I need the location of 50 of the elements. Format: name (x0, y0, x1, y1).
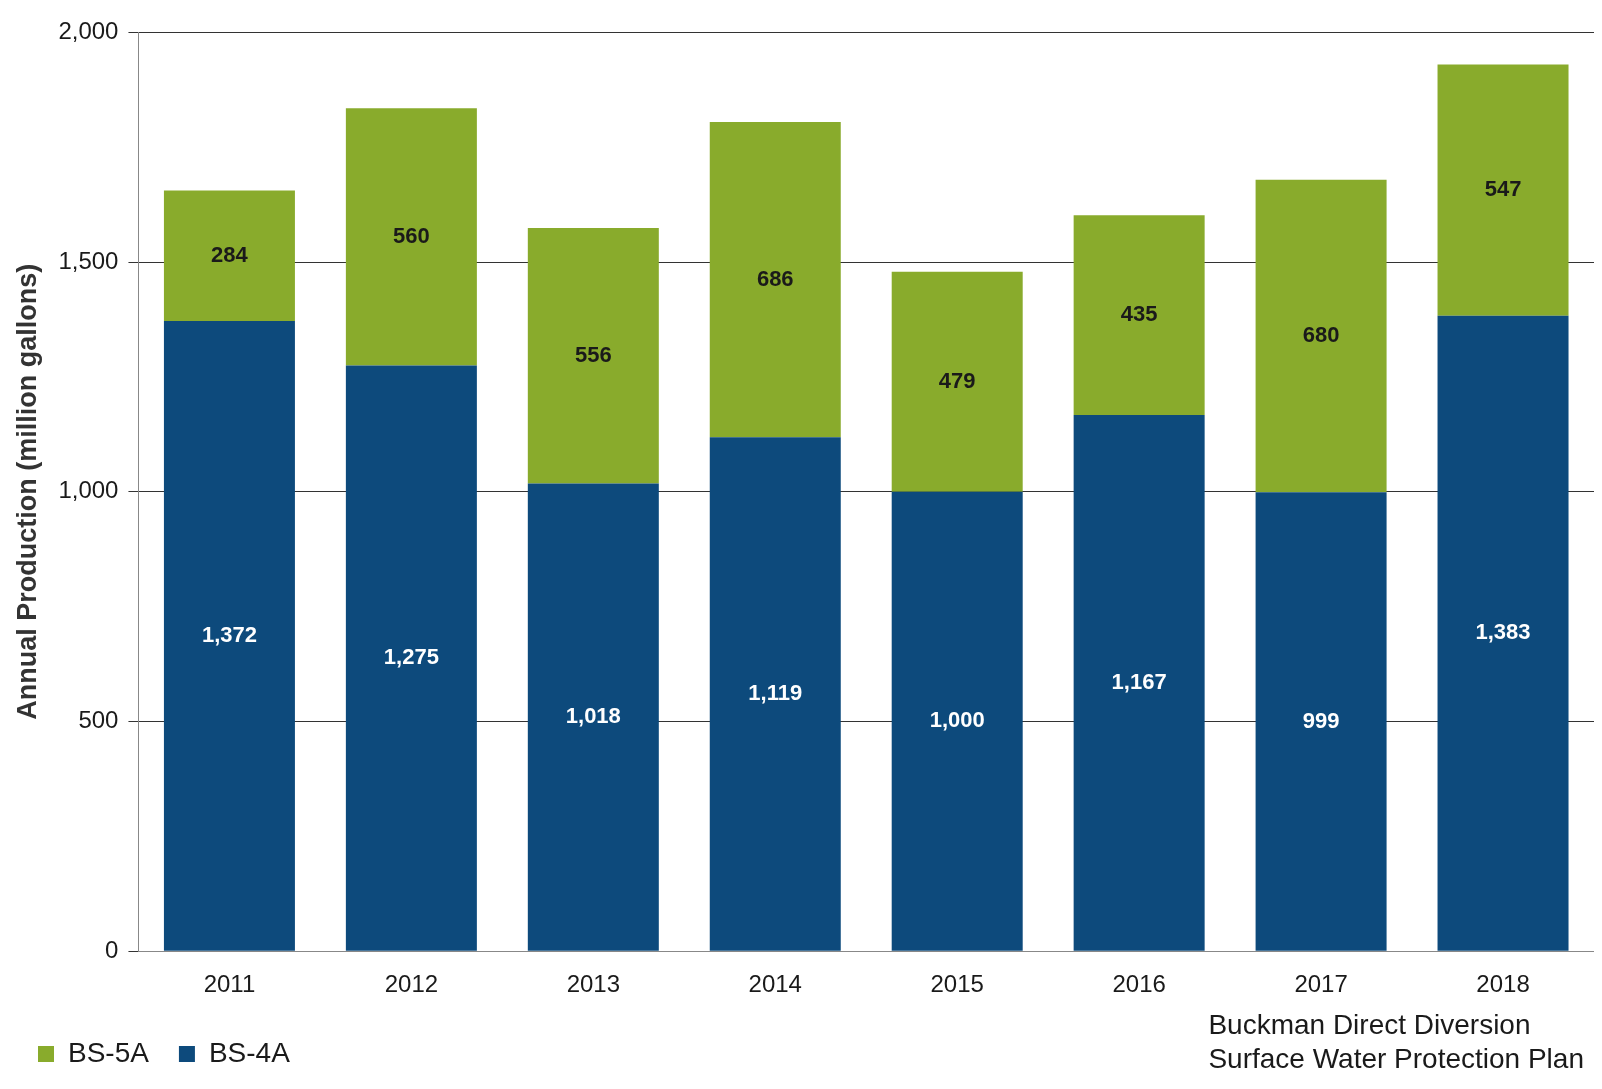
text: Buckman Direct Diversion (1208, 1008, 1532, 1042)
bar (1255, 179, 1387, 493)
y-tick-label: 1,000 (58, 476, 119, 504)
x-tick-label: 2014 (748, 970, 802, 998)
x-tick-label: 2012 (384, 970, 439, 998)
data-label: 1,275 (383, 644, 439, 670)
x-tick-label: 2017 (1294, 970, 1348, 998)
x-tick-label: 2011 (203, 970, 256, 998)
bar (527, 228, 659, 484)
data-label: 547 (1484, 176, 1522, 202)
bar (163, 320, 295, 951)
bar (345, 108, 477, 366)
data-label: 1,000 (929, 707, 985, 733)
bar (891, 271, 1023, 492)
bar (163, 190, 295, 321)
data-label: 1,119 (748, 679, 803, 705)
x-tick-label: 2018 (1476, 970, 1530, 998)
data-label: 479 (938, 367, 976, 393)
legend-label: BS-4A (208, 1036, 291, 1068)
y-tick-label: 0 (105, 935, 119, 963)
text: Surface Water Protection Plan (1208, 1042, 1584, 1076)
data-label: 1,383 (1475, 619, 1531, 645)
bar (709, 437, 841, 951)
data-label: 556 (574, 341, 612, 367)
y-tick-label: 2,000 (58, 17, 119, 45)
data-label: 999 (1302, 707, 1340, 733)
data-label: 1,018 (565, 703, 621, 729)
bar (1437, 315, 1569, 951)
bar (345, 365, 477, 951)
y-axis-title: Annual Production (million gallons) (11, 263, 42, 720)
data-label: 435 (1120, 301, 1158, 327)
data-label: 680 (1302, 322, 1340, 348)
y-tick-label: 1,500 (58, 246, 119, 274)
bar (709, 121, 841, 438)
x-tick-label: 2015 (930, 970, 984, 998)
data-label: 284 (211, 241, 249, 267)
bar (891, 491, 1023, 951)
bar (1437, 64, 1569, 316)
x-tick-label: 2016 (1112, 970, 1166, 998)
x-tick-label: 2013 (566, 970, 621, 998)
bar (1255, 492, 1387, 951)
data-label: 1,372 (201, 621, 257, 647)
bar (1073, 215, 1205, 416)
data-label: 560 (393, 222, 430, 248)
y-tick-label: 500 (78, 706, 119, 734)
bar (527, 483, 659, 951)
legend-label: BS-5A (68, 1036, 150, 1068)
data-label: 1,167 (1111, 668, 1167, 694)
bar (1073, 415, 1205, 951)
data-label: 686 (756, 265, 794, 291)
